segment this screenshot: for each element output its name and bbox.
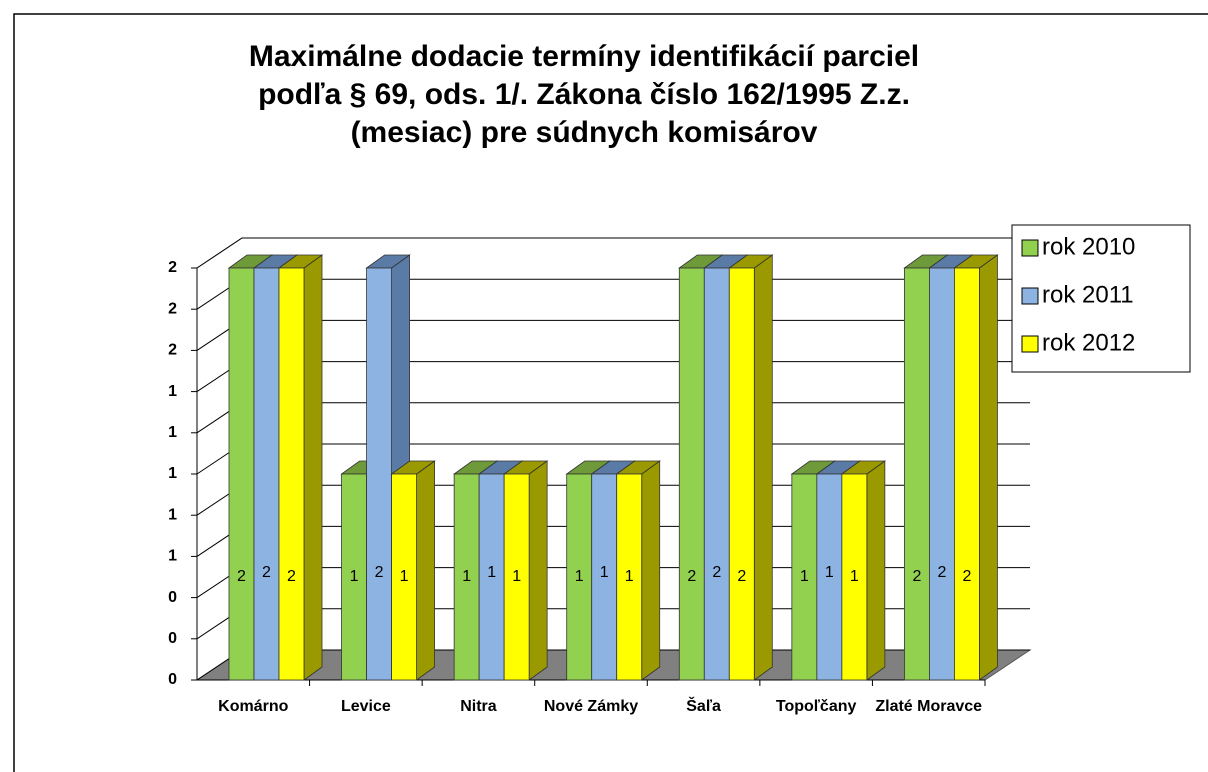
data-label: 1 [825,564,834,581]
x-tick-label: Nitra [460,698,497,715]
data-label: 1 [512,568,521,585]
legend-swatch [1021,287,1039,305]
y-tick-label: 0 [168,589,177,606]
data-label: 2 [687,568,696,585]
x-tick-label: Topoľčany [776,698,857,715]
bar [277,254,324,681]
bar-front [616,473,643,681]
data-label: 1 [350,568,359,585]
bar [953,254,999,681]
data-label: 2 [962,568,971,585]
legend-swatch [1021,239,1039,257]
data-label: 1 [850,568,859,585]
x-tick-label: Zlaté Moravce [875,698,982,715]
bar-front [904,267,930,681]
bar-front [228,267,255,681]
legend-label: rok 2011 [1042,281,1134,308]
bar-front [728,267,755,681]
bar-front [478,473,505,681]
y-tick-label: 0 [168,630,177,647]
bar-front [278,267,305,681]
data-label: 1 [575,568,584,585]
bar-front [253,267,280,681]
bar-front [954,267,980,681]
chart-title: Maximálne dodacie termíny identifikácií … [248,40,920,149]
frame [13,13,1208,772]
bar-side [416,460,435,681]
bar [615,460,661,681]
data-label: 1 [400,568,409,585]
y-tick-label: 2 [168,300,177,317]
data-label: 1 [600,564,609,581]
bar-front [566,473,593,681]
bar [502,460,549,681]
data-label: 1 [462,568,471,585]
bar-front [503,473,530,681]
bar-side [641,460,661,681]
bar-side [979,254,998,681]
bar-front [341,473,367,681]
bar-front [841,473,868,681]
x-tick-label: Komárno [218,698,288,715]
bar-front [391,473,417,681]
data-label: 2 [262,564,271,581]
data-label: 2 [287,568,296,585]
legend-label: rok 2012 [1042,329,1135,356]
bar-side [303,254,323,681]
data-label: 2 [237,568,246,585]
data-label: 1 [800,568,809,585]
y-tick-label: 1 [168,548,177,565]
bar-side [753,254,773,681]
bar-front [929,267,955,681]
data-label: 1 [487,564,496,581]
bar-front [678,267,705,681]
data-label: 2 [912,568,921,585]
y-tick-label: 1 [168,383,177,400]
bar-front [591,473,618,681]
legend-swatch [1021,335,1039,353]
bar-front [703,267,730,681]
bar [390,460,436,681]
bar-side [528,460,548,681]
data-label: 1 [625,568,634,585]
bar-side [866,460,886,681]
legend [1011,224,1191,373]
y-tick-label: 0 [168,671,177,688]
bar [728,254,774,681]
data-label: 2 [375,564,384,581]
grid-line [196,237,1030,269]
data-label: 2 [737,568,746,585]
x-tick-label: Šaľa [686,696,721,715]
x-tick-label: Levice [341,698,391,715]
bar [840,460,887,681]
y-tick-label: 2 [168,342,177,359]
y-tick-label: 1 [168,424,177,441]
bar-front [366,267,392,681]
data-label: 2 [937,564,946,581]
data-label: 2 [712,564,721,581]
y-tick-label: 1 [168,465,177,482]
y-tick-label: 1 [168,506,177,523]
legend-label: rok 2010 [1042,233,1135,260]
y-tick-label: 2 [168,259,177,276]
x-tick-label: Nové Zámky [544,698,638,715]
bar-front [816,473,843,681]
bar-front [791,473,818,681]
